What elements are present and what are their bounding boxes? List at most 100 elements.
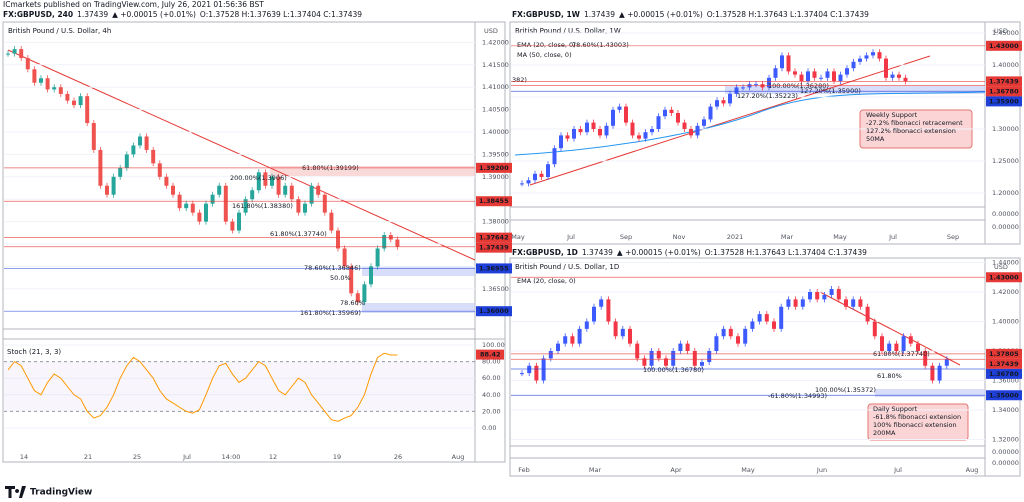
candle	[578, 129, 583, 133]
candle	[871, 52, 875, 56]
price-tag-label: 1.38455	[479, 197, 509, 205]
x-tick-label: Apr	[670, 466, 682, 474]
candle	[548, 351, 553, 359]
candle	[131, 145, 136, 155]
x-tick-label: Jul	[566, 233, 575, 241]
price-tag-label: 1.37439	[989, 77, 1019, 85]
candle	[599, 299, 604, 307]
candle	[520, 183, 524, 185]
change: ▲ +0.00015 (+0.01%)	[112, 10, 196, 19]
price-tag	[986, 368, 1022, 379]
candle	[355, 293, 360, 303]
callout-text: -27.2% fibonacci retracement	[866, 119, 963, 127]
y-tick-label: 1.20000	[992, 189, 1019, 197]
symbol: FX:GBPUSD, 240	[3, 10, 73, 19]
candle	[844, 299, 848, 307]
fib-label: EMA (20, close, 0)	[517, 277, 576, 285]
candle	[32, 69, 37, 83]
x-tick-label: Nov	[673, 233, 686, 241]
candle	[656, 351, 661, 359]
candle	[630, 122, 635, 136]
ohlc: O:1.37528 H:1.37643 L:1.37404 C:1.37439	[707, 10, 869, 19]
candle	[780, 55, 784, 69]
candle	[534, 365, 539, 381]
x-tick-label: Jul	[893, 466, 902, 474]
quote: 1.37439	[584, 10, 615, 19]
candle	[695, 125, 700, 136]
sub-tick-label: 0.00000	[992, 223, 1019, 231]
candle	[799, 74, 804, 81]
trend-line	[529, 55, 931, 186]
candle	[584, 321, 589, 329]
candle	[85, 96, 90, 124]
candle	[715, 100, 719, 107]
candle	[556, 343, 560, 351]
candle	[263, 172, 268, 186]
candle	[671, 351, 676, 366]
candle	[6, 53, 10, 55]
candle	[664, 358, 668, 366]
candle	[72, 100, 76, 106]
x-tick-label: 12	[269, 453, 277, 461]
candle	[563, 336, 568, 344]
y-tick-label: 100.00	[482, 341, 505, 349]
candle	[309, 185, 314, 204]
candle	[527, 365, 532, 374]
x-tick-label: May	[511, 233, 525, 241]
candle	[369, 266, 373, 285]
candle	[884, 58, 888, 78]
candle	[388, 235, 393, 240]
sub-tick-label: 0.00000	[992, 459, 1019, 467]
candle	[617, 106, 622, 110]
candle	[539, 173, 544, 177]
callout-text: Daily Support	[873, 405, 918, 413]
x-tick-label: 26	[394, 453, 402, 461]
candle	[58, 87, 63, 94]
quote: 1.37439	[582, 248, 613, 257]
y-tick-label: 0.00	[482, 424, 496, 432]
callout-text: -61.8% fibonacci extension	[873, 413, 961, 421]
y-tick-label: 1.30000	[992, 125, 1019, 133]
candle	[635, 343, 640, 359]
candle	[25, 58, 30, 70]
y-tick-label: 1.34000	[992, 406, 1019, 414]
x-tick-label: Aug	[452, 453, 465, 461]
candle	[520, 373, 524, 375]
candle	[592, 306, 596, 322]
candle	[230, 221, 235, 231]
stoch-band	[4, 361, 475, 412]
candle	[812, 71, 817, 78]
price-tag	[476, 263, 512, 274]
candle	[541, 358, 546, 381]
change: ▲ +0.00015 (+0.01%)	[619, 10, 703, 19]
logo-icon	[5, 486, 26, 498]
candle	[714, 336, 719, 351]
callout-text: 127.2% fibonacci extension	[866, 127, 956, 135]
fib-label: MA (50, close, 0)	[517, 51, 572, 59]
panel-frame	[509, 21, 1021, 245]
candle	[342, 248, 347, 267]
candle	[204, 203, 208, 222]
candle	[880, 336, 884, 351]
x-tick-label: 14	[20, 453, 28, 461]
candle	[944, 359, 949, 366]
price-tag	[476, 232, 512, 243]
symbol: FX:GBPUSD, 1W	[512, 10, 581, 19]
y-tick-label: 1.40000	[992, 61, 1019, 69]
candle	[743, 328, 748, 344]
price-tag-label: 1.36955	[479, 264, 509, 272]
candle	[897, 74, 901, 78]
candle	[836, 289, 841, 300]
candle	[838, 74, 843, 81]
candle	[663, 109, 667, 117]
x-tick-label: Sep	[620, 233, 632, 241]
candle	[767, 77, 771, 88]
trend-line	[819, 291, 961, 366]
y-tick-label: 1.36000	[992, 377, 1019, 385]
fib-label: EMA (20, close, 0)	[517, 41, 576, 49]
candle	[851, 299, 856, 307]
price-tag-label: 1.37439	[479, 244, 509, 252]
candle	[700, 362, 704, 366]
y-tick-label: 1.39500	[482, 150, 509, 158]
candle	[808, 292, 812, 300]
